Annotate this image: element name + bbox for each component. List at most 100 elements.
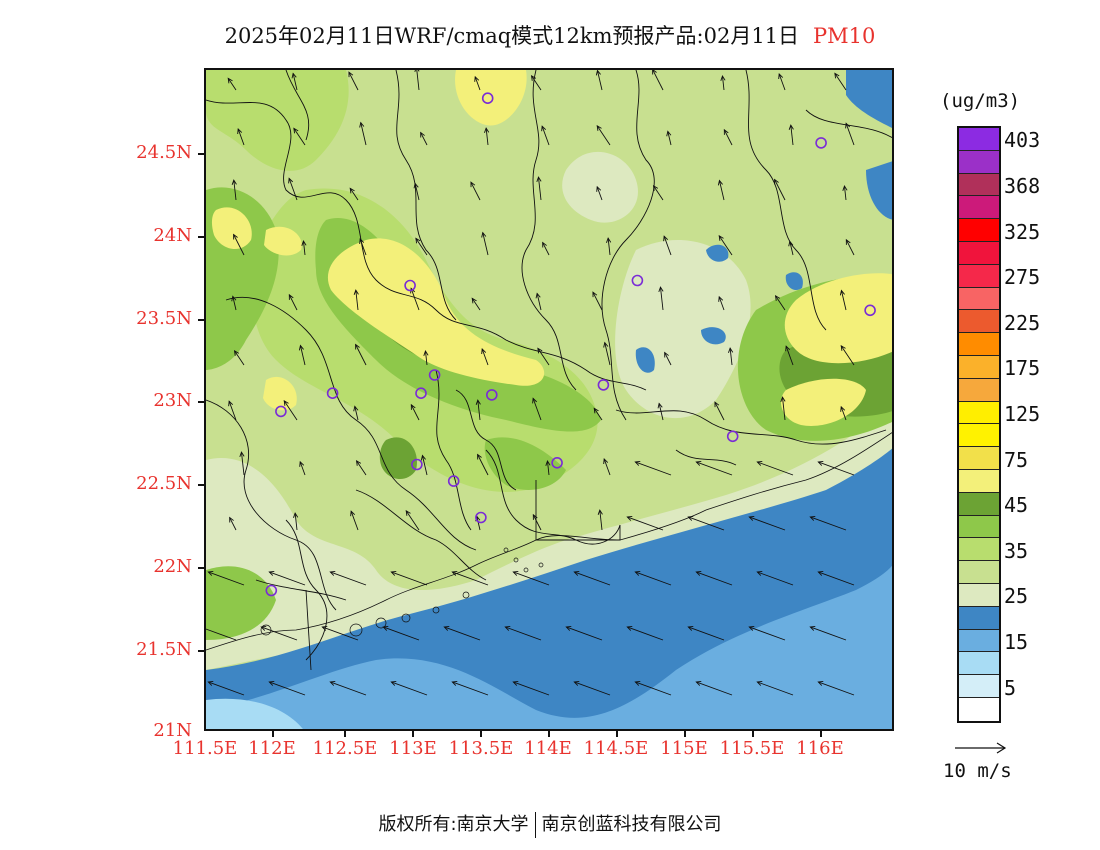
wind-arrow-head [512,681,519,686]
wind-arrow [360,122,367,146]
wind-arrow-head [229,516,234,523]
wind-arrow [206,628,237,641]
wind-arrow-head [652,185,659,191]
wind-arrow [845,123,855,146]
wind-arrow [840,345,855,366]
wind-arrow-head [484,127,490,133]
legend-swatch [959,401,999,425]
wind-arrow [757,461,794,476]
wind-arrow-head [423,350,429,356]
wind-arrow-head [596,125,602,131]
wind-arrow-head [565,626,572,631]
x-tick-label: 112.5E [312,738,378,759]
wind-arrow-head [415,237,421,244]
station-marker [275,405,287,418]
map-title: 2025年02月11日WRF/cmaq模式12km预报产品:02月11日 PM10 [0,20,1100,50]
high-zone [455,70,527,126]
legend-swatch [959,287,999,311]
high-zone [211,207,252,250]
wind-arrow [596,125,611,146]
low-value-patch [866,161,892,220]
wind-arrow [603,458,611,476]
wind-arrow [233,234,245,256]
wind-arrow [330,681,367,696]
legend-label: 5 [1004,675,1017,700]
wind-arrow [229,517,237,531]
wind-arrow-head [353,289,359,295]
legend-swatch [959,561,999,584]
wind-arrow-head [350,510,356,517]
wind-arrow [471,298,481,311]
wind-arrow [228,401,237,421]
wind-arrow [383,626,420,641]
y-tick-label: 23N [153,390,192,411]
wind-arrow [208,571,245,586]
wind-arrow [719,180,725,201]
low-value-patch [846,70,892,128]
wind-arrow [293,128,306,146]
wind-arrow-head [390,571,397,576]
wind-arrow-head [687,516,694,521]
station-marker [551,456,563,469]
station-marker [475,511,487,524]
y-tick-label: 24N [153,225,192,246]
legend-swatch [959,447,999,470]
wind-arrow [635,461,672,476]
wind-arrow-head [666,130,672,137]
wind-arrow [834,73,847,91]
wind-arrow [749,516,786,531]
wind-arrow [261,626,298,641]
legend-label: 325 [1004,219,1041,244]
wind-arrow-head [268,571,275,576]
wind-arrow [391,571,428,586]
legend-label: 275 [1004,265,1041,290]
wind-arrow [596,186,603,201]
wind-arrow-head [834,72,840,79]
wind-arrow-head [714,401,720,408]
wind-arrow-head [695,681,702,686]
wind-arrow [547,461,550,476]
wind-arrow [627,626,664,641]
wind-arrow-head [817,461,824,466]
wind-arrow [541,126,550,146]
wind-arrow-head [237,128,243,135]
wind-arrow [660,287,664,311]
wind-arrow-head [481,231,487,238]
legend-label: 125 [1004,402,1041,426]
wind-arrow-head [283,400,289,406]
station-marker [447,475,460,487]
station-marker [631,274,644,287]
low-value-patch [785,272,803,291]
wind-arrow-head [532,513,538,520]
wind-arrow [330,571,367,586]
wind-arrow [696,461,733,476]
wind-arrow-head [413,182,419,189]
wind-arrow [354,406,359,421]
wind-arrow-head [597,509,603,515]
station-marker [326,387,339,400]
x-tick-label: 112E [248,738,296,759]
pm10-concentration-map [204,68,894,731]
wind-arrow-head [817,681,824,686]
legend-label: 175 [1004,356,1041,381]
wind-arrow [841,290,847,311]
wind-arrow-head [603,341,609,348]
wind-arrow [538,177,542,201]
wind-arrow [696,681,733,696]
wind-arrow [288,178,298,201]
wind-arrow [356,460,367,476]
wind-arrow [288,294,298,311]
wind-arrow-head [658,286,664,293]
wind-arrow-head [260,626,267,631]
wind-arrow [532,514,542,531]
wind-arrow [485,128,489,146]
wind-arrow-head [293,512,299,518]
wind-arrow-head [299,460,305,467]
wind-arrow-head [474,75,480,82]
wind-arrow-head [382,626,389,631]
wind-arrow-head [785,345,791,352]
copyright-right: 南京创蓝科技有限公司 [541,814,722,835]
legend-swatch [959,264,999,288]
wind-arrow-head [410,403,416,410]
legend-swatch [959,538,999,562]
